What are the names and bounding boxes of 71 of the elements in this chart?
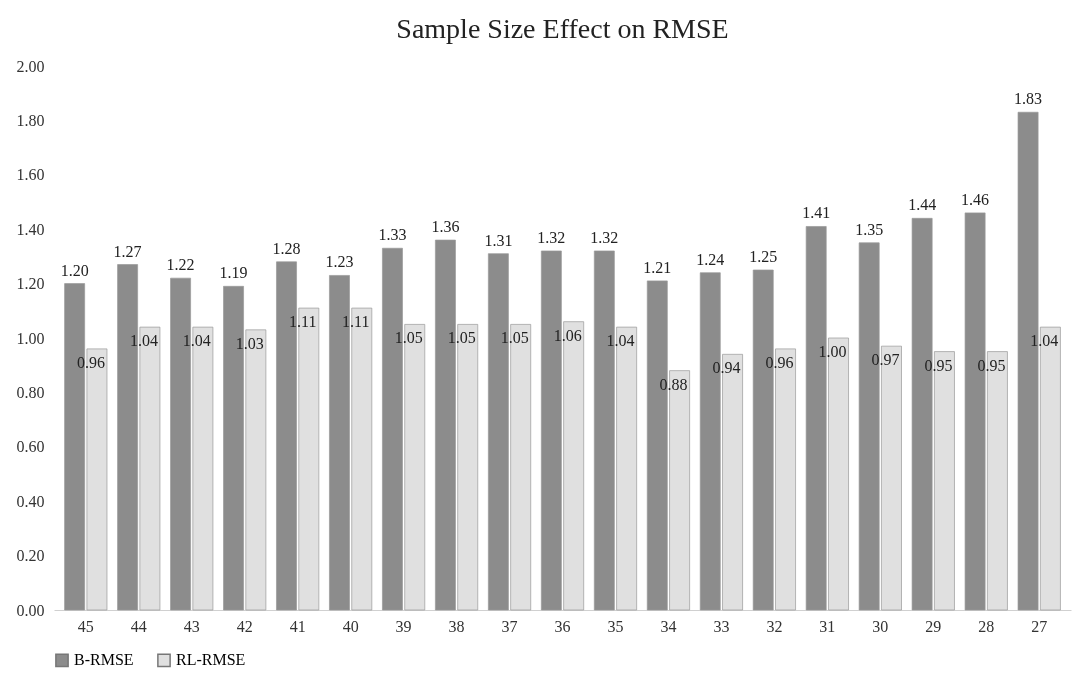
x-tick-label: 44 [130, 617, 147, 635]
x-tick-label: 42 [236, 617, 253, 635]
data-label: 1.21 [643, 258, 672, 276]
y-tick-label: 1.80 [16, 111, 45, 129]
data-label: 1.24 [696, 250, 725, 268]
data-label: 1.05 [394, 329, 423, 347]
data-label: 1.04 [1030, 332, 1059, 350]
y-tick-label: 0.20 [16, 547, 45, 565]
data-label: 1.20 [60, 261, 89, 279]
y-tick-label: 1.00 [16, 329, 45, 347]
data-label: 1.04 [182, 332, 211, 350]
data-label: 1.05 [500, 329, 529, 347]
y-tick-label: 1.60 [16, 166, 45, 184]
y-tick-label: 2.00 [16, 57, 45, 75]
data-label: 1.41 [802, 204, 831, 222]
y-tick-label: 0.00 [16, 601, 45, 619]
data-label: 0.96 [765, 353, 794, 371]
data-label: 1.06 [553, 326, 582, 344]
data-label: 1.32 [537, 228, 566, 246]
x-tick-label: 30 [872, 617, 889, 635]
x-tick-label: 39 [395, 617, 412, 635]
x-tick-label: 37 [501, 617, 518, 635]
x-tick-label: 43 [183, 617, 200, 635]
data-label: 1.11 [342, 313, 370, 331]
data-label: 1.46 [961, 190, 990, 208]
data-label: 0.96 [76, 353, 105, 371]
data-label: 1.19 [219, 264, 248, 282]
x-tick-label: 38 [448, 617, 465, 635]
data-label: 0.97 [871, 351, 900, 369]
data-label: 1.04 [606, 332, 635, 350]
data-label: 1.03 [235, 334, 264, 352]
data-label: 1.05 [447, 329, 476, 347]
data-label: 0.94 [712, 359, 741, 377]
x-tick-label: 31 [819, 617, 836, 635]
data-label: 1.31 [484, 231, 513, 249]
data-label: 0.95 [977, 356, 1006, 374]
data-label: 1.44 [908, 196, 937, 214]
data-label: 1.04 [129, 332, 158, 350]
data-label: 1.25 [749, 248, 778, 265]
y-tick-label: 0.80 [16, 383, 45, 401]
x-tick-label: 34 [660, 617, 677, 635]
data-label: 1.35 [855, 220, 884, 238]
x-tick-label: 33 [713, 617, 730, 635]
legend-label: B-RMSE [74, 651, 134, 669]
x-tick-label: 27 [1031, 617, 1048, 635]
data-label: 0.95 [924, 356, 953, 374]
data-label: 1.36 [431, 218, 460, 236]
chart-title: Sample Size Effect on RMSE [396, 13, 729, 44]
data-label: 1.22 [166, 256, 195, 274]
data-label: 1.28 [272, 239, 301, 257]
data-label: 1.33 [378, 226, 407, 244]
legend-label: RL-RMSE [176, 651, 246, 669]
x-tick-label: 45 [77, 617, 94, 635]
data-label: 1.83 [1014, 90, 1043, 108]
x-tick-label: 28 [978, 617, 995, 635]
x-tick-label: 36 [554, 617, 571, 635]
y-tick-label: 0.40 [16, 492, 45, 510]
x-tick-label: 35 [607, 617, 624, 635]
x-tick-label: 29 [925, 617, 942, 635]
data-label: 1.23 [325, 253, 354, 271]
x-tick-label: 40 [342, 617, 359, 635]
data-label: 1.00 [818, 343, 847, 360]
data-label: 1.27 [113, 242, 142, 260]
data-label: 1.11 [289, 313, 317, 331]
y-tick-label: 0.60 [16, 438, 45, 456]
data-label: 0.88 [659, 375, 688, 393]
data-label: 1.32 [590, 228, 619, 246]
x-tick-label: 32 [766, 617, 783, 635]
x-tick-label: 41 [289, 617, 306, 635]
y-tick-label: 1.20 [16, 275, 45, 293]
y-tick-label: 1.40 [16, 220, 45, 238]
